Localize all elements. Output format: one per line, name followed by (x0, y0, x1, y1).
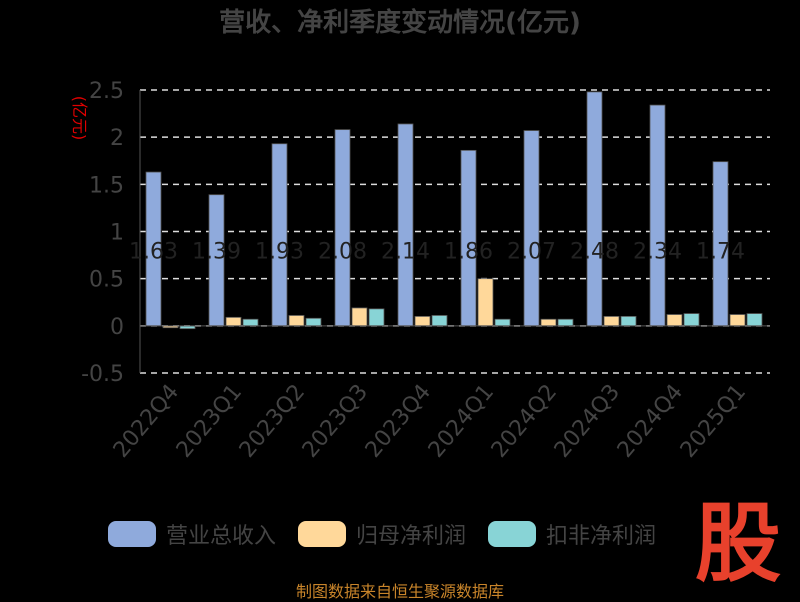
y-tick-label: 2.5 (89, 79, 124, 104)
legend-label-net-profit: 归母净利润 (356, 524, 467, 549)
data-label: 2.34 (633, 240, 682, 265)
bar-deducted-profit (242, 318, 259, 327)
bar-revenue (460, 149, 477, 327)
bar-net-profit (414, 315, 431, 327)
bar-net-profit (666, 314, 683, 327)
data-label: 2.07 (507, 240, 556, 265)
legend-label-deducted-profit: 扣非净利润 (546, 524, 657, 549)
bar-revenue (397, 123, 414, 327)
y-tick-label: 0.5 (89, 268, 124, 293)
y-tick-label: 2 (110, 126, 124, 151)
data-label: 1.39 (192, 240, 241, 265)
data-label: 1.86 (444, 240, 493, 265)
y-axis-label: (亿元) (70, 96, 89, 141)
bar-revenue (271, 143, 288, 327)
bar-revenue (586, 91, 603, 327)
x-tick-label: 2025Q1 (676, 380, 751, 463)
data-label: 1.63 (129, 240, 178, 265)
data-label: 1.74 (696, 240, 745, 265)
legend-item-deducted-profit[interactable]: 扣非净利润 (488, 518, 656, 550)
bar-net-profit (540, 318, 557, 327)
data-label: 2.48 (570, 240, 619, 265)
y-tick-label: -0.5 (81, 362, 124, 387)
x-tick-label: 2024Q3 (550, 380, 625, 463)
x-tick-label: 2023Q3 (298, 380, 373, 463)
bar-net-profit (729, 314, 746, 327)
bar-revenue (649, 104, 666, 327)
x-tick-label: 2024Q1 (424, 380, 499, 463)
x-tick-label: 2022Q4 (109, 380, 184, 463)
bar-net-profit (225, 316, 242, 327)
bar-deducted-profit (557, 318, 574, 327)
legend-item-revenue[interactable]: 营业总收入 (108, 518, 276, 550)
brand-logo: 股 (695, 494, 781, 594)
legend-label-revenue: 营业总收入 (166, 524, 277, 549)
y-tick-label: 1 (110, 221, 124, 246)
bar-deducted-profit (683, 313, 700, 327)
bar-deducted-profit (305, 317, 322, 327)
x-tick-label: 2023Q4 (361, 380, 436, 463)
data-label: 1.93 (255, 240, 304, 265)
legend: 营业总收入 归母净利润 扣非净利润 (108, 518, 656, 550)
bar-net-profit (351, 307, 368, 327)
chart-title: 营收、净利季度变动情况(亿元) (219, 8, 581, 38)
data-label: 2.14 (381, 240, 430, 265)
legend-swatch-net-profit (298, 521, 347, 547)
bar-net-profit (477, 278, 494, 327)
bar-deducted-profit (746, 313, 763, 327)
bar-revenue (523, 130, 540, 327)
bar-deducted-profit (494, 318, 511, 327)
legend-swatch-deducted-profit (488, 521, 537, 547)
x-tick-label: 2023Q1 (172, 380, 247, 463)
bar-deducted-profit (620, 315, 637, 327)
y-tick-label: 0 (110, 315, 124, 340)
bar-revenue (334, 129, 351, 327)
source-footer: 制图数据来自恒生聚源数据库 (295, 582, 504, 601)
bar-net-profit (288, 315, 305, 327)
bar-net-profit (603, 315, 620, 327)
x-tick-label: 2024Q4 (613, 380, 688, 463)
bar-deducted-profit (368, 308, 385, 327)
legend-swatch-revenue (108, 521, 156, 547)
y-tick-label: 1.5 (89, 173, 124, 198)
x-tick-label: 2023Q2 (235, 380, 310, 463)
data-label: 2.08 (318, 240, 367, 265)
bar-deducted-profit (431, 315, 448, 327)
x-tick-label: 2024Q2 (487, 380, 562, 463)
legend-item-net-profit[interactable]: 归母净利润 (298, 518, 466, 550)
